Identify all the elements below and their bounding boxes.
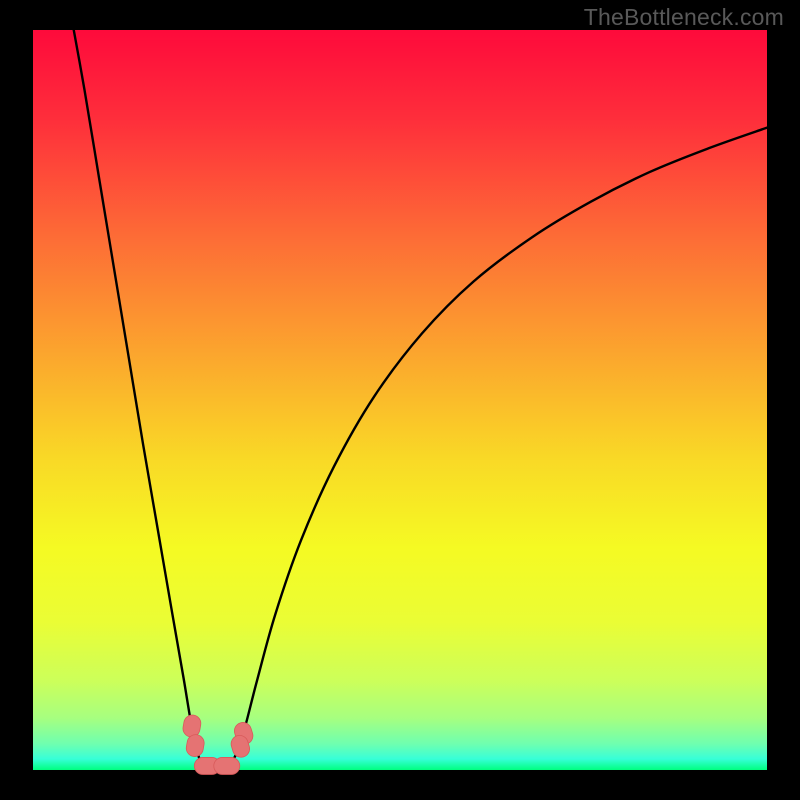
watermark-text: TheBottleneck.com	[584, 4, 784, 31]
bottleneck-chart-svg	[0, 0, 800, 800]
plot-background	[33, 30, 767, 770]
chart-frame: TheBottleneck.com	[0, 0, 800, 800]
curve-marker	[214, 757, 240, 774]
